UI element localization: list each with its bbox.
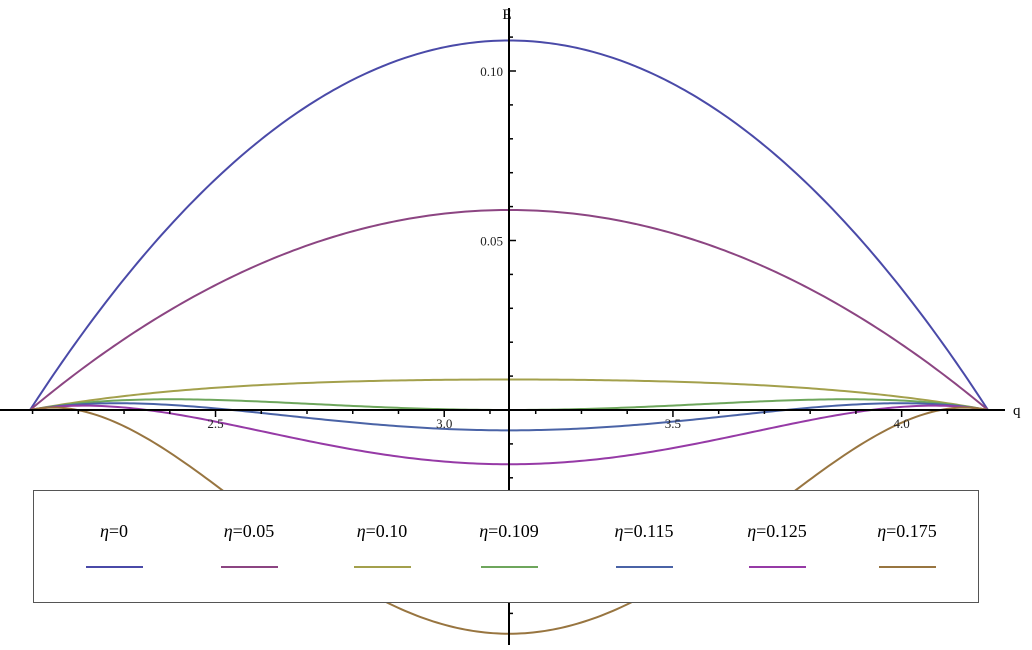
legend-symbol: η (614, 521, 624, 541)
legend-item: η=0.10 (327, 521, 437, 568)
legend-symbol: η (877, 521, 887, 541)
legend-item: η=0.115 (589, 521, 699, 568)
legend-item: η=0.175 (852, 521, 962, 568)
legend-swatch (748, 566, 806, 568)
legend-symbol: η (747, 521, 757, 541)
x-tick-label: 3.0 (436, 416, 452, 431)
legend-label: η=0 (59, 521, 169, 542)
legend-label: η=0.10 (327, 521, 437, 542)
x-tick-label: 2.5 (207, 416, 223, 431)
legend-value: =0.109 (488, 521, 539, 541)
legend-label: η=0.05 (194, 521, 304, 542)
legend-value: =0.05 (232, 521, 275, 541)
legend-item: η=0.05 (194, 521, 304, 568)
legend-swatch (220, 566, 278, 568)
legend-symbol: η (99, 521, 109, 541)
legend-swatch (480, 566, 538, 568)
legend-swatch (85, 566, 143, 568)
y-tick-label: 0.10 (480, 64, 503, 79)
legend-swatch (878, 566, 936, 568)
legend-value: =0.175 (886, 521, 937, 541)
legend-swatch (615, 566, 673, 568)
legend-label: η=0.109 (454, 521, 564, 542)
legend-label: η=0.175 (852, 521, 962, 542)
legend-value: =0 (108, 521, 129, 541)
x-axis-label: q (1013, 403, 1021, 419)
legend-item: η=0.109 (454, 521, 564, 568)
legend-value: =0.115 (623, 521, 674, 541)
legend-label: η=0.125 (722, 521, 832, 542)
legend-symbol: η (479, 521, 489, 541)
legend-value: =0.10 (365, 521, 408, 541)
legend-item: η=0 (59, 521, 169, 568)
y-axis-label: E (502, 7, 511, 23)
legend-swatch (353, 566, 411, 568)
legend-value: =0.125 (756, 521, 807, 541)
x-tick-label: 4.0 (894, 416, 910, 431)
legend: η=0 η=0.05 η=0.10 η=0.109 η=0.115 η=0.125 η=0.… (33, 490, 979, 603)
legend-label: η=0.115 (589, 521, 699, 542)
legend-symbol: η (223, 521, 233, 541)
legend-item: η=0.125 (722, 521, 832, 568)
legend-symbol: η (356, 521, 366, 541)
y-tick-label: 0.05 (480, 234, 503, 249)
x-tick-label: 3.5 (665, 416, 681, 431)
